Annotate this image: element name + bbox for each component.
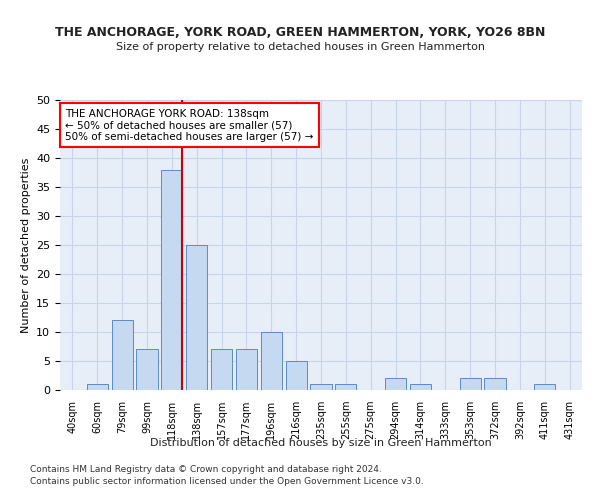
Bar — [112, 320, 133, 390]
Text: THE ANCHORAGE, YORK ROAD, GREEN HAMMERTON, YORK, YO26 8BN: THE ANCHORAGE, YORK ROAD, GREEN HAMMERTO… — [55, 26, 545, 39]
Text: Contains public sector information licensed under the Open Government Licence v3: Contains public sector information licen… — [30, 477, 424, 486]
Bar — [236, 350, 257, 390]
Bar — [410, 384, 431, 390]
Bar — [87, 384, 108, 390]
Y-axis label: Number of detached properties: Number of detached properties — [20, 158, 31, 332]
Text: Contains HM Land Registry data © Crown copyright and database right 2024.: Contains HM Land Registry data © Crown c… — [30, 466, 382, 474]
Bar — [136, 350, 158, 390]
Bar — [186, 245, 207, 390]
Bar — [211, 350, 232, 390]
Bar — [460, 378, 481, 390]
Text: THE ANCHORAGE YORK ROAD: 138sqm
← 50% of detached houses are smaller (57)
50% of: THE ANCHORAGE YORK ROAD: 138sqm ← 50% of… — [65, 108, 314, 142]
Text: Size of property relative to detached houses in Green Hammerton: Size of property relative to detached ho… — [115, 42, 485, 52]
Text: Distribution of detached houses by size in Green Hammerton: Distribution of detached houses by size … — [150, 438, 492, 448]
Bar — [310, 384, 332, 390]
Bar — [261, 332, 282, 390]
Bar — [335, 384, 356, 390]
Bar — [161, 170, 182, 390]
Bar — [385, 378, 406, 390]
Bar — [534, 384, 555, 390]
Bar — [286, 361, 307, 390]
Bar — [484, 378, 506, 390]
